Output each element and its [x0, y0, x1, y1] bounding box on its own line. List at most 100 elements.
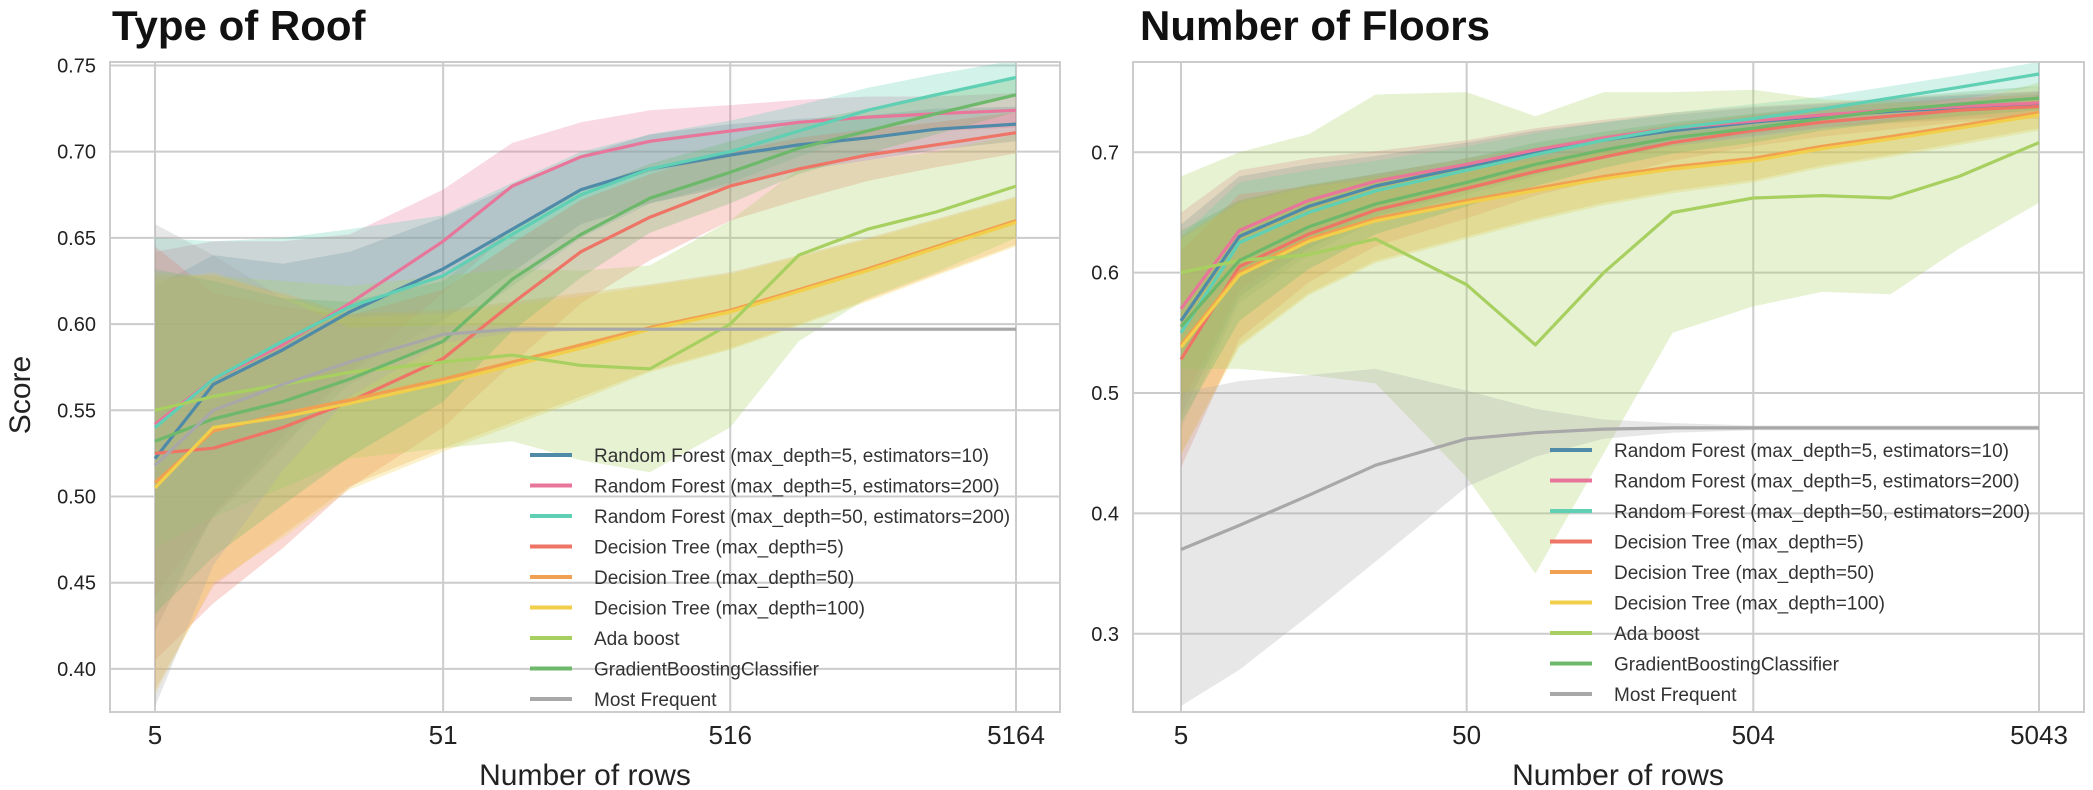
band-random-forest-max-depth-5-estimators-200: [1181, 90, 2039, 406]
y-tick-label: 0.70: [57, 142, 96, 164]
legend-label: Random Forest (max_depth=5, estimators=2…: [1614, 472, 2020, 493]
legend-item: Random Forest (max_depth=50, estimators=…: [1550, 502, 2030, 523]
legend-label: Random Forest (max_depth=5, estimators=2…: [594, 477, 1000, 498]
x-tick-label: 5: [1174, 720, 1188, 750]
legend-label: Most Frequent: [1614, 685, 1737, 706]
y-axis-label: Score: [4, 356, 37, 434]
legend-label: GradientBoostingClassifier: [594, 660, 820, 681]
legend-item: Decision Tree (max_depth=5): [530, 538, 844, 559]
line-decision-tree-max-depth-5: [154, 131, 1017, 455]
legend-label: Decision Tree (max_depth=100): [594, 599, 865, 620]
legend-item: Decision Tree (max_depth=100): [530, 599, 865, 620]
legend-item: GradientBoostingClassifier: [530, 660, 820, 681]
legend-label: Ada boost: [1614, 624, 1700, 645]
y-tick-label: 0.75: [57, 55, 96, 77]
legend-label: Decision Tree (max_depth=5): [1614, 533, 1864, 554]
legend-item: Most Frequent: [530, 690, 717, 711]
legend-item: GradientBoostingClassifier: [1550, 655, 1840, 676]
legend-item: Random Forest (max_depth=5, estimators=1…: [1550, 441, 2009, 462]
band-random-forest-max-depth-5-estimators-200: [155, 93, 1016, 597]
y-tick-label: 0.3: [1091, 624, 1119, 646]
line-gradientboostingclassifier: [1179, 96, 2040, 328]
band-gradientboostingclassifier: [1181, 86, 2039, 424]
legend-item: Random Forest (max_depth=5, estimators=1…: [530, 446, 989, 467]
legend-label: Decision Tree (max_depth=50): [594, 568, 854, 589]
legend-item: Random Forest (max_depth=5, estimators=2…: [1550, 472, 2020, 493]
legend-item: Decision Tree (max_depth=5): [1550, 533, 1864, 554]
line-random-forest-max-depth-5-estimators-200: [154, 108, 1017, 426]
line-gradientboostingclassifier: [154, 93, 1017, 443]
y-tick-label: 0.7: [1091, 142, 1119, 164]
x-axis-label: Number of rows: [479, 759, 691, 790]
line-most-frequent: [153, 327, 1016, 467]
line-random-forest-max-depth-50-estimators-200: [153, 75, 1017, 429]
band-random-forest-max-depth-5-estimators-10: [1181, 92, 2039, 418]
legend-item: Decision Tree (max_depth=50): [530, 568, 854, 589]
y-tick-label: 0.5: [1091, 383, 1119, 405]
line-random-forest-max-depth-50-estimators-200: [1179, 72, 2040, 334]
grid: [1133, 62, 2084, 712]
legend: Random Forest (max_depth=5, estimators=1…: [1550, 441, 2030, 706]
legend-label: Random Forest (max_depth=5, estimators=1…: [594, 446, 989, 467]
line-decision-tree-max-depth-50: [1179, 111, 2040, 346]
line-random-forest-max-depth-5-estimators-10: [153, 122, 1017, 460]
line-decision-tree-max-depth-5: [1179, 104, 2040, 361]
legend-label: Random Forest (max_depth=50, estimators=…: [1614, 502, 2030, 523]
y-tick-label: 0.60: [57, 314, 96, 336]
x-tick-label: 50: [1452, 720, 1481, 750]
legend-item: Ada boost: [1550, 624, 1700, 645]
y-tick-label: 0.6: [1091, 263, 1119, 285]
y-tick-label: 0.55: [57, 400, 96, 422]
x-tick-label: 51: [429, 720, 458, 750]
x-tick-label: 5043: [2010, 720, 2068, 750]
x-tick-label: 504: [1732, 720, 1775, 750]
y-tick-label: 0.45: [57, 573, 96, 595]
legend-label: GradientBoostingClassifier: [1614, 655, 1840, 676]
legend-label: Most Frequent: [594, 690, 717, 711]
legend-label: Decision Tree (max_depth=5): [594, 538, 844, 559]
line-decision-tree-max-depth-50: [153, 219, 1017, 484]
plot-frame: [1132, 61, 2085, 713]
y-tick-label: 0.50: [57, 486, 96, 508]
band-decision-tree-max-depth-50: [155, 196, 1016, 690]
grid: [110, 62, 1060, 712]
legend-item: Ada boost: [530, 629, 680, 650]
legend-label: Random Forest (max_depth=50, estimators=…: [594, 507, 1010, 528]
band-most-frequent: [1181, 368, 2039, 706]
legend-item: Random Forest (max_depth=50, estimators=…: [530, 507, 1010, 528]
legend-label: Decision Tree (max_depth=100): [1614, 594, 1885, 615]
line-decision-tree-max-depth-100: [153, 220, 1017, 490]
chart-title: Number of Floors: [1140, 2, 1490, 49]
series-lines: [153, 75, 1017, 490]
legend-item: Most Frequent: [1550, 685, 1737, 706]
band-decision-tree-max-depth-100: [1181, 99, 2039, 456]
y-tick-label: 0.4: [1091, 503, 1119, 525]
series-lines: [1179, 72, 2040, 551]
band-ada-boost: [155, 134, 1016, 549]
line-ada-boost: [1180, 141, 2040, 347]
x-tick-label: 5: [148, 720, 162, 750]
line-most-frequent: [1180, 426, 2039, 551]
y-tick-label: 0.40: [57, 659, 96, 681]
band-decision-tree-max-depth-100: [155, 198, 1016, 695]
plot-area: [1133, 62, 2084, 712]
band-random-forest-max-depth-50-estimators-200: [155, 62, 1016, 618]
legend-label: Random Forest (max_depth=5, estimators=1…: [1614, 441, 2009, 462]
legend-item: Decision Tree (max_depth=100): [1550, 594, 1885, 615]
x-tick-label: 516: [709, 720, 752, 750]
x-axis-label: Number of rows: [1512, 759, 1724, 790]
chart-title: Type of Roof: [112, 2, 367, 49]
legend-item: Random Forest (max_depth=5, estimators=2…: [530, 477, 1000, 498]
legend-item: Decision Tree (max_depth=50): [1550, 563, 1874, 584]
legend-label: Decision Tree (max_depth=50): [1614, 563, 1874, 584]
legend: Random Forest (max_depth=5, estimators=1…: [530, 446, 1010, 711]
band-most-frequent: [155, 224, 1016, 707]
chart-type-of-roof: 0.40 0.45 0.50 0.55 0.60 0.65 0.70 0.75 5 51 516 51…: [4, 2, 1061, 790]
line-decision-tree-max-depth-100: [1179, 113, 2040, 349]
plot-frame: [109, 61, 1061, 713]
chart-number-of-floors: 0.3 0.4 0.5 0.6 0.7 5 50 504 5043 Number of Floor…: [1091, 2, 2085, 790]
legend-label: Ada boost: [594, 629, 680, 650]
y-tick-label: 0.65: [57, 228, 96, 250]
x-tick-label: 5164: [987, 720, 1045, 750]
